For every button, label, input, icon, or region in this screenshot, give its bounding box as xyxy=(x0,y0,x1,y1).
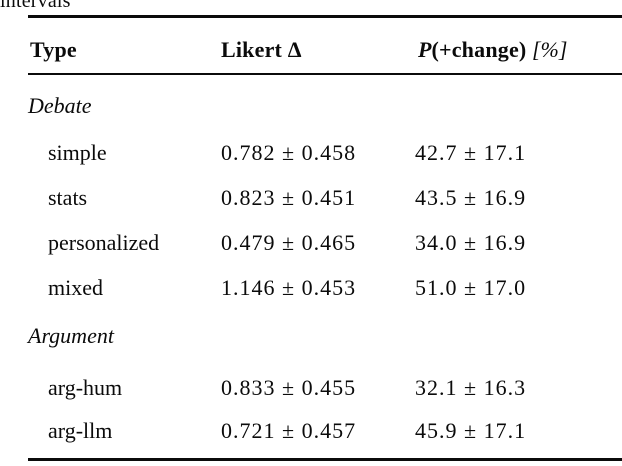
table-header-row: Type Likert Δ P(+change) [%] xyxy=(0,37,622,63)
table-row-simple: simple 0.782 ± 0.458 42.7 ± 17.1 xyxy=(0,140,622,166)
table-top-rule xyxy=(28,15,622,18)
table-row-arg-llm: arg-llm 0.721 ± 0.457 45.9 ± 17.1 xyxy=(0,418,622,444)
header-pchange-p: P xyxy=(418,37,432,62)
cell-type: arg-hum xyxy=(48,375,123,400)
header-likert-delta: Likert Δ xyxy=(221,37,302,62)
header-pchange-unit: [%] xyxy=(526,37,568,62)
header-type: Type xyxy=(30,37,77,62)
table-row-arg-hum: arg-hum 0.833 ± 0.455 32.1 ± 16.3 xyxy=(0,375,622,401)
cell-type: mixed xyxy=(48,275,103,300)
header-pchange-emph: change xyxy=(451,37,519,62)
group-label: Argument xyxy=(28,323,114,348)
table-row-mixed: mixed 1.146 ± 0.453 51.0 ± 17.0 xyxy=(0,275,622,301)
cell-type: arg-llm xyxy=(48,418,113,443)
table-row-stats: stats 0.823 ± 0.451 43.5 ± 16.9 xyxy=(0,185,622,211)
cell-pchange: 43.5 ± 16.9 xyxy=(415,185,527,210)
cell-likert-delta: 0.721 ± 0.457 xyxy=(221,418,357,443)
cell-likert-delta: 0.823 ± 0.451 xyxy=(221,185,357,210)
cell-type: personalized xyxy=(48,230,160,255)
cell-likert-delta: 0.782 ± 0.458 xyxy=(221,140,357,165)
caption-fragment: intervals xyxy=(0,0,71,12)
table-bottom-rule xyxy=(28,458,622,461)
cell-likert-delta: 0.833 ± 0.455 xyxy=(221,375,357,400)
cell-pchange: 51.0 ± 17.0 xyxy=(415,275,527,300)
cell-type: stats xyxy=(48,185,88,210)
group-label: Debate xyxy=(28,93,92,118)
cell-pchange: 42.7 ± 17.1 xyxy=(415,140,527,165)
table-row-personalized: personalized 0.479 ± 0.465 34.0 ± 16.9 xyxy=(0,230,622,256)
table-header-rule xyxy=(28,73,622,75)
header-pchange: P(+change) [%] xyxy=(418,37,567,63)
header-pchange-close: ) xyxy=(518,37,527,62)
cell-pchange: 34.0 ± 16.9 xyxy=(415,230,527,255)
header-pchange-open: (+ xyxy=(431,37,452,62)
cell-pchange: 32.1 ± 16.3 xyxy=(415,375,527,400)
cell-likert-delta: 1.146 ± 0.453 xyxy=(221,275,357,300)
group-header-argument: Argument xyxy=(0,323,622,349)
cell-type: simple xyxy=(48,140,107,165)
group-header-debate: Debate xyxy=(0,93,622,119)
cell-pchange: 45.9 ± 17.1 xyxy=(415,418,527,443)
cell-likert-delta: 0.479 ± 0.465 xyxy=(221,230,357,255)
